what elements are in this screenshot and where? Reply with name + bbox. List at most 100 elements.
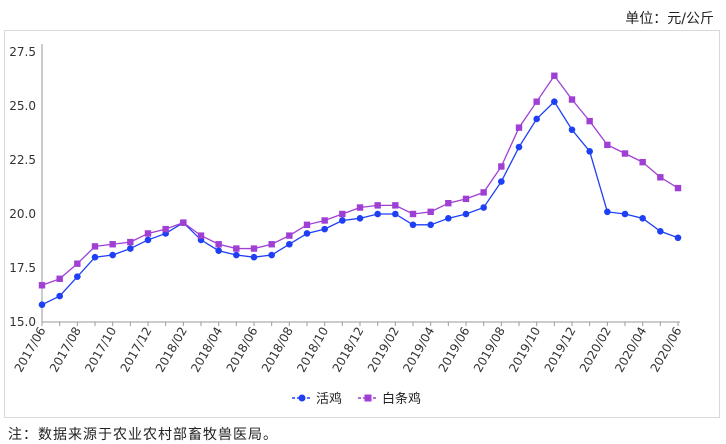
data-point [56,292,63,300]
data-point [127,238,134,246]
data-point [286,240,293,248]
x-tick-label: 2018/10 [294,325,331,375]
data-point [551,98,558,105]
x-tick-label: 2019/04 [400,325,437,375]
chart-frame [4,30,720,418]
y-tick-label: 25.0 [9,99,36,113]
data-point [56,275,63,282]
data-point [480,189,487,196]
data-point [604,208,611,216]
y-tick-label: 15.0 [9,315,36,329]
data-point [356,204,364,211]
data-point [356,215,364,222]
x-tick-label: 2018/06 [224,325,261,375]
y-tick-label: 22.5 [9,153,36,167]
data-point [339,217,346,224]
legend-marker-0 [298,394,306,402]
data-point [215,247,222,255]
data-point [498,163,505,170]
data-point [657,227,664,235]
x-tick-label: 2018/04 [188,325,225,375]
data-point [197,232,205,239]
data-point [392,210,399,218]
y-tick-label: 27.5 [9,45,36,59]
x-tick-label: 2019/08 [471,325,508,375]
x-tick-label: 2019/10 [506,325,543,375]
data-point [303,221,311,228]
y-tick-label: 20.0 [9,207,36,221]
data-point [639,158,646,166]
data-point [74,260,81,267]
x-tick-label: 2019/12 [542,325,579,375]
data-point [533,98,540,105]
legend-label-0: 活鸡 [316,391,342,407]
data-point [480,204,487,211]
unit-label: 单位：元/公斤 [625,11,714,27]
x-tick-label: 2020/04 [612,325,649,375]
data-point [621,210,629,218]
data-point [657,174,664,181]
legend-label-1: 白条鸡 [382,391,421,407]
data-point [321,225,328,233]
data-point [409,221,417,229]
data-point [498,178,505,185]
data-point [268,251,275,259]
data-point [462,195,470,203]
data-point [74,273,81,280]
x-tick-label: 2017/10 [82,325,119,375]
source-note: 注：数据来源于农业农村部畜牧兽医局。 [8,427,278,443]
data-point [91,243,99,250]
data-point [515,124,523,131]
data-point [250,253,258,261]
x-tick-label: 2017/12 [118,325,155,375]
data-point [568,126,576,134]
series-line-1 [41,74,679,286]
data-point [339,210,346,218]
data-point [109,241,116,248]
data-point [621,150,629,157]
x-tick-label: 2019/02 [365,325,402,375]
data-point [586,148,593,155]
data-point [321,217,328,224]
series-line-0 [41,100,679,306]
data-point [144,236,152,244]
x-tick-label: 2019/06 [436,325,473,375]
x-tick-label: 2018/08 [259,325,296,375]
data-point [586,117,593,125]
data-point [551,72,558,79]
data-point [215,241,222,248]
data-point [109,251,116,259]
data-point [392,202,399,209]
y-tick-label: 17.5 [9,261,36,275]
data-point [674,234,682,242]
data-point [445,200,452,207]
data-point [286,232,293,239]
data-point [268,241,275,248]
data-point [445,215,452,222]
data-point [639,215,646,222]
data-point [568,96,576,103]
x-tick-label: 2018/02 [153,325,190,375]
legend-marker-1 [364,394,372,402]
x-tick-label: 2020/06 [648,325,685,375]
data-point [427,208,434,216]
data-point [233,245,240,252]
x-tick-label: 2017/08 [47,325,84,375]
data-point [409,210,417,218]
data-point [91,253,99,261]
data-point [374,202,381,209]
data-point [144,230,152,237]
x-tick-label: 2020/02 [577,325,614,375]
data-point [38,301,46,309]
data-point [233,251,240,259]
data-point [38,282,46,289]
data-point [250,245,258,252]
data-point [462,210,470,218]
data-point [427,221,434,229]
data-point [127,245,134,252]
data-point [515,143,523,151]
x-tick-label: 2018/12 [330,325,367,375]
data-point [180,219,187,226]
data-point [374,210,381,218]
x-tick-label: 2017/06 [12,325,49,375]
